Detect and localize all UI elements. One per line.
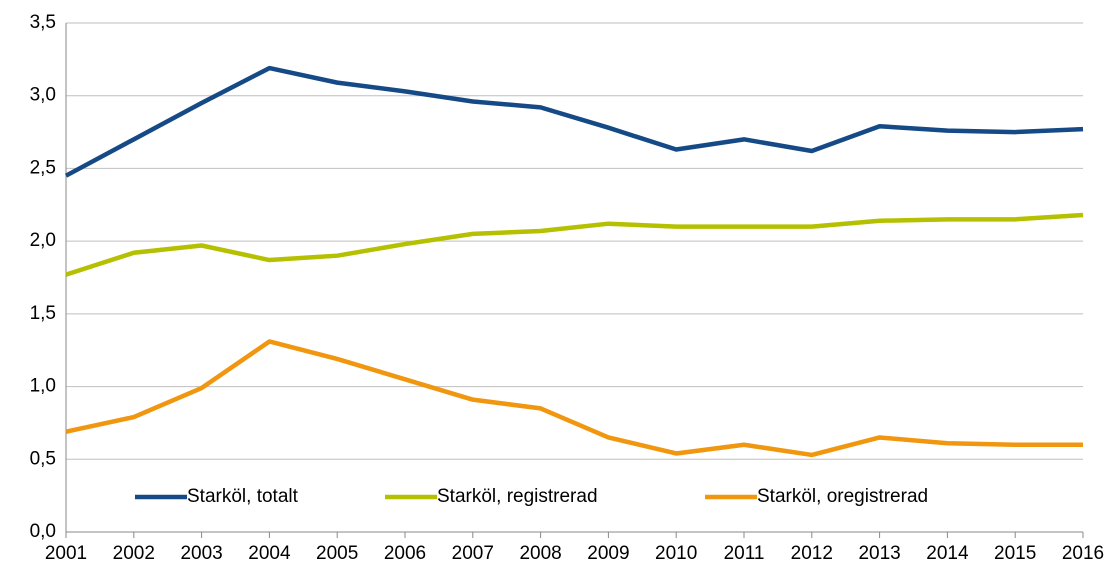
x-tick-label: 2003 xyxy=(180,543,222,564)
x-tick-label: 2011 xyxy=(724,543,765,564)
y-tick-label: 0,5 xyxy=(30,448,56,469)
x-tick-label: 2013 xyxy=(858,543,900,564)
x-tick-label: 2008 xyxy=(519,543,561,564)
series-line xyxy=(64,65,1084,178)
x-tick-label: 2001 xyxy=(45,543,87,564)
y-tick-label: 2,0 xyxy=(30,230,56,251)
x-tick-label: 2014 xyxy=(926,543,969,564)
x-tick-label: 2015 xyxy=(994,543,1036,564)
x-tick-label: 2016 xyxy=(1062,543,1104,564)
x-tick-label: 2005 xyxy=(316,543,358,564)
legend-label: Starköl, totalt xyxy=(187,486,299,507)
x-tick-label: 2004 xyxy=(248,543,291,564)
y-tick-label: 3,0 xyxy=(30,85,56,106)
legend-label: Starköl, registrerad xyxy=(437,486,598,507)
y-tick-label: 2,5 xyxy=(30,157,56,178)
y-tick-label: 0,0 xyxy=(30,521,56,542)
series-line xyxy=(65,339,1083,458)
x-tick-label: 2002 xyxy=(113,543,155,564)
y-tick-label: 3,5 xyxy=(30,12,56,33)
x-tick-label: 2007 xyxy=(452,543,494,564)
x-tick-label: 2009 xyxy=(587,543,629,564)
y-tick-label: 1,0 xyxy=(30,376,56,397)
x-tick-label: 2006 xyxy=(384,543,426,564)
x-tick-label: 2012 xyxy=(791,543,833,564)
y-tick-label: 1,5 xyxy=(30,303,56,324)
x-tick-label: 2010 xyxy=(655,543,697,564)
legend-label: Starköl, oregistrerad xyxy=(757,486,928,507)
series-line xyxy=(65,212,1084,277)
